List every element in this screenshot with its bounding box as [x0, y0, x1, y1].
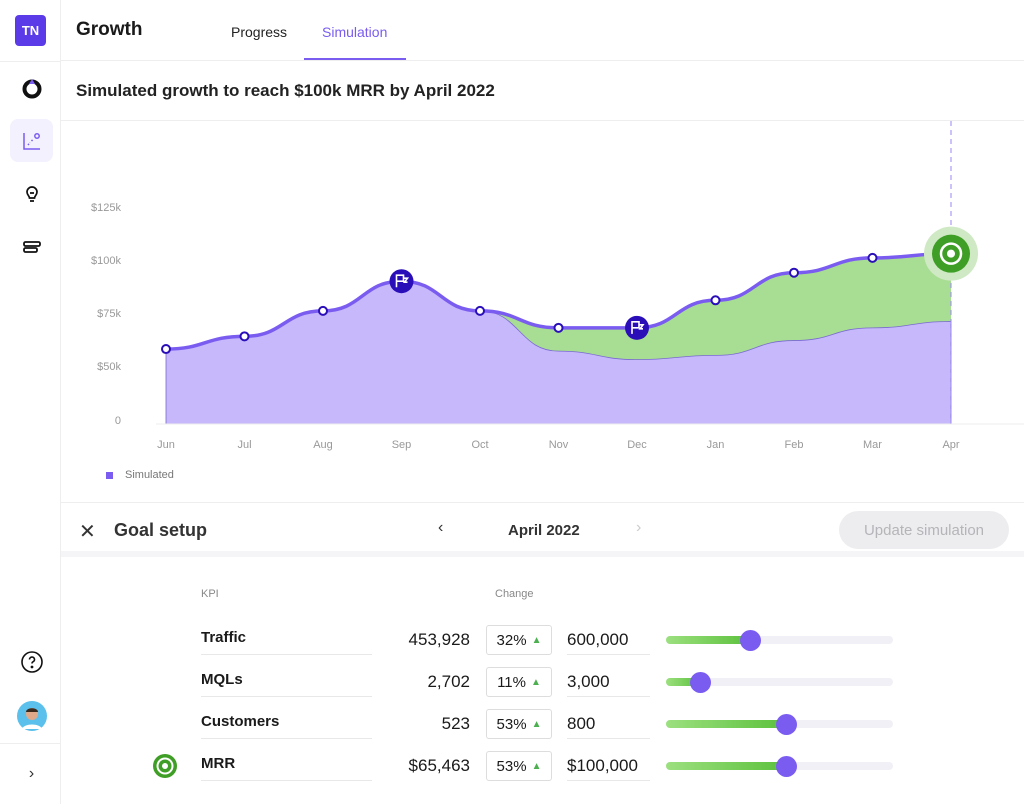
target-input[interactable]: 3,000: [567, 667, 650, 697]
next-month-button[interactable]: ›: [636, 519, 642, 536]
arrow-up-icon: ▲: [531, 676, 541, 688]
kpi-row: MQLs 2,702 11% ▲ 3,000: [0, 667, 1024, 709]
kpi-row: MRR $65,463 53% ▲ $100,000: [0, 751, 1024, 793]
stack-icon[interactable]: [10, 225, 53, 268]
current-value: 523: [441, 714, 470, 733]
divider: [0, 61, 60, 62]
x-tick-label: Feb: [785, 439, 804, 451]
y-tick-label: $100k: [91, 255, 121, 267]
kpi-row: Customers 523 53% ▲ 800: [0, 709, 1024, 751]
close-icon[interactable]: ✕: [79, 521, 96, 543]
legend-label: Simulated: [125, 469, 174, 481]
kpi-header: KPI: [201, 588, 219, 600]
page-title: Growth: [76, 19, 143, 40]
sidebar: TN ›: [0, 0, 61, 804]
target-slider[interactable]: [666, 672, 893, 693]
legend: Simulated: [106, 469, 174, 481]
data-point[interactable]: [789, 267, 799, 278]
help-icon[interactable]: [10, 640, 53, 683]
x-tick-label: Jul: [237, 439, 251, 451]
target-slider[interactable]: [666, 714, 893, 735]
current-value: 2,702: [427, 672, 470, 691]
kpi-name: MRR: [201, 751, 372, 781]
data-point[interactable]: [867, 252, 878, 263]
tab-simulation[interactable]: Simulation: [322, 24, 388, 40]
workspace-logo[interactable]: TN: [15, 15, 46, 46]
data-point[interactable]: [710, 295, 721, 306]
scatter-chart-icon[interactable]: [10, 119, 53, 162]
data-point[interactable]: [475, 305, 485, 316]
y-tick-label: 0: [115, 415, 121, 427]
update-simulation-button[interactable]: Update simulation: [839, 511, 1009, 549]
tab-progress[interactable]: Progress: [231, 24, 288, 40]
divider: [0, 743, 60, 744]
change-value: 53%: [496, 715, 527, 733]
arrow-up-icon: ▲: [531, 718, 542, 730]
previous-month-button[interactable]: ‹: [438, 519, 444, 536]
x-tick-label: Oct: [471, 439, 488, 451]
target-input[interactable]: 800: [567, 709, 650, 739]
target-slider[interactable]: [666, 630, 893, 651]
header: Growth Progress Simulation: [61, 0, 1024, 61]
target-input[interactable]: $100,000: [567, 751, 650, 781]
x-tick-label: Aug: [313, 439, 333, 451]
data-point[interactable]: [553, 322, 564, 333]
active-tab-indicator: [304, 58, 406, 60]
x-tick-label: Apr: [942, 439, 959, 451]
arrow-up-icon: ▲: [531, 760, 542, 772]
slider-handle[interactable]: [739, 630, 761, 651]
change-input[interactable]: 53% ▲: [486, 709, 552, 739]
target-slider[interactable]: [666, 756, 893, 777]
x-tick-label: Jun: [157, 439, 175, 451]
data-point[interactable]: [318, 305, 328, 316]
change-value: 32%: [496, 631, 527, 649]
growth-chart: 0 $50k $75k $100k $125k Jun Jul Aug Sep Oct Nov Dec…: [91, 121, 1024, 451]
current-value: 453,928: [408, 630, 470, 649]
data-point[interactable]: [161, 344, 171, 355]
x-tick-label: Nov: [549, 439, 569, 451]
x-tick-label: Jan: [707, 439, 725, 451]
slider-fill: [666, 720, 787, 728]
kpi-row: Traffic 453,928 32% ▲ 600,000: [0, 625, 1024, 667]
y-tick-label: $50k: [97, 361, 121, 373]
change-input[interactable]: 53% ▲: [486, 751, 552, 781]
chevron-right-icon[interactable]: ›: [28, 764, 35, 782]
change-value: 11%: [497, 673, 526, 691]
arrow-up-icon: ▲: [531, 634, 542, 646]
goal-setup-title: Goal setup: [114, 520, 208, 540]
kpi-name: Traffic: [201, 625, 372, 655]
lightbulb-icon[interactable]: [10, 172, 53, 215]
target-icon: [153, 754, 177, 778]
slider-fill: [666, 762, 787, 770]
current-value: $65,463: [408, 756, 470, 775]
avatar[interactable]: [10, 694, 53, 737]
slider-handle[interactable]: [776, 714, 798, 735]
x-tick-label: Dec: [627, 439, 647, 451]
slider-handle[interactable]: [776, 756, 798, 777]
drop-ring-icon[interactable]: [10, 66, 53, 109]
slider-fill: [666, 636, 750, 644]
x-tick-label: Mar: [863, 439, 882, 451]
change-header: Change: [495, 588, 534, 600]
kpi-name: Customers: [201, 709, 372, 739]
change-input[interactable]: 32% ▲: [486, 625, 552, 655]
slider-fill: [666, 678, 701, 686]
selected-month: April 2022: [508, 522, 580, 539]
change-value: 53%: [496, 757, 527, 775]
goal-setup-bar: ✕ Goal setup ‹ April 2022 › Update simul…: [61, 502, 1024, 557]
flag-icon[interactable]: [389, 269, 414, 294]
target-icon[interactable]: [924, 226, 978, 281]
y-tick-label: $75k: [97, 308, 121, 320]
divider: [61, 120, 1024, 121]
slider-handle[interactable]: [690, 672, 712, 693]
target-input[interactable]: 600,000: [567, 625, 650, 655]
flag-icon[interactable]: [625, 315, 649, 340]
data-point[interactable]: [239, 331, 250, 342]
y-tick-label: $125k: [91, 202, 121, 214]
kpi-name: MQLs: [201, 667, 372, 697]
legend-swatch: [106, 471, 113, 479]
x-tick-label: Sep: [392, 439, 412, 451]
chart-title: Simulated growth to reach $100k MRR by A…: [76, 81, 495, 100]
change-input[interactable]: 11% ▲: [486, 667, 552, 697]
